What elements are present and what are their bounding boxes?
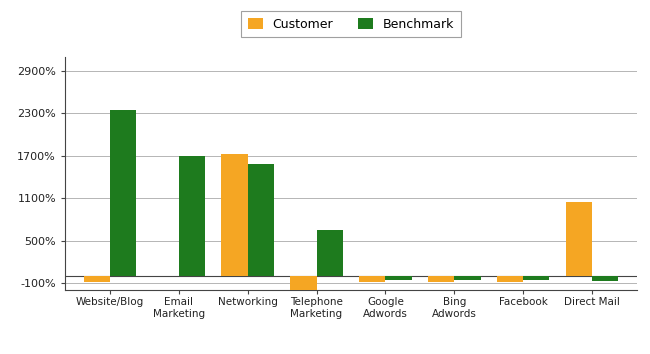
Bar <box>248 164 274 276</box>
Bar <box>359 276 385 282</box>
Bar <box>454 276 480 280</box>
Bar <box>291 276 317 290</box>
Bar <box>179 156 205 276</box>
Legend: Customer, Benchmark: Customer, Benchmark <box>241 11 461 37</box>
Bar <box>428 276 454 282</box>
Bar <box>385 276 411 280</box>
Bar <box>222 154 248 276</box>
Bar <box>566 202 592 276</box>
Bar <box>592 276 618 281</box>
Bar <box>523 276 549 280</box>
Bar <box>497 276 523 282</box>
Bar <box>110 110 136 276</box>
Bar <box>84 276 110 282</box>
Bar <box>317 230 343 276</box>
